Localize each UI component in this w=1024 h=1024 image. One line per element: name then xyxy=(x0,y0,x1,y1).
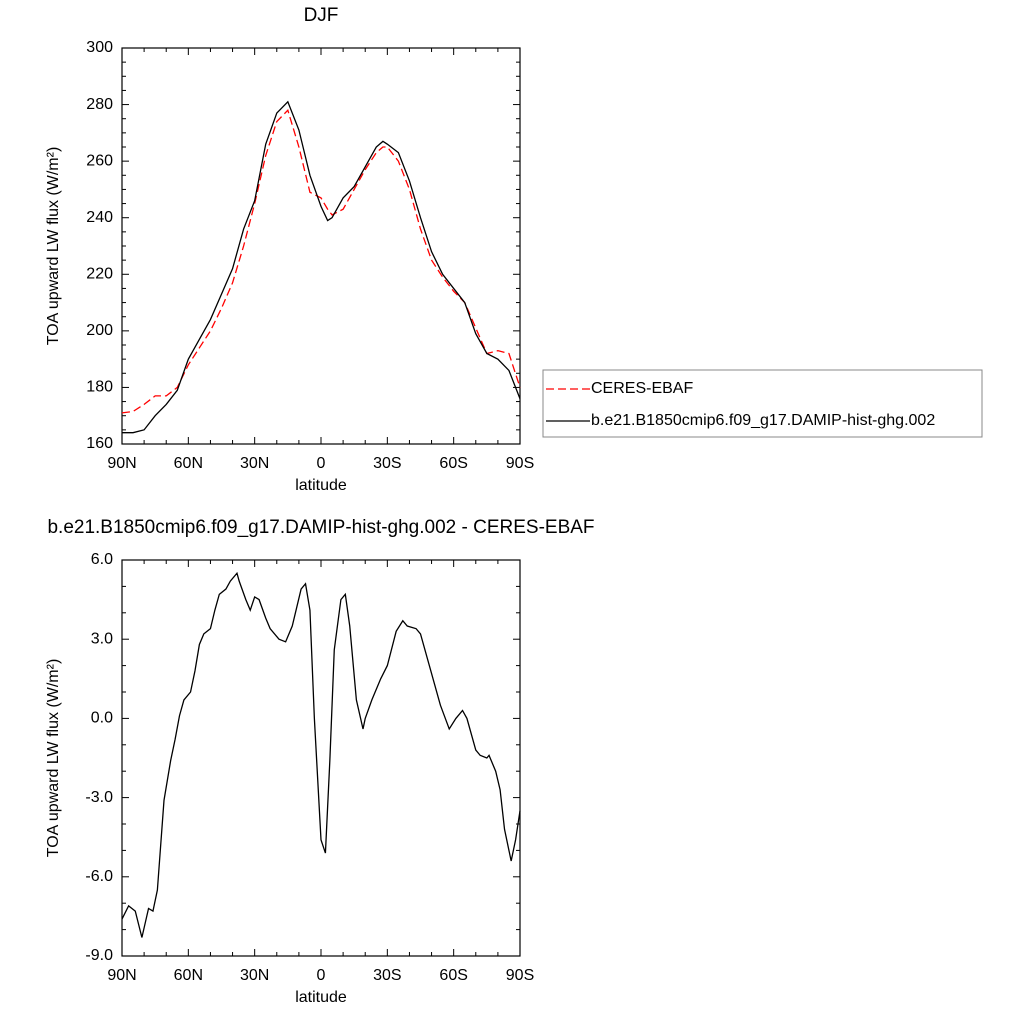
y-tick-label: 160 xyxy=(86,435,113,452)
x-tick-label: 90S xyxy=(506,455,534,472)
x-tick-label: 0 xyxy=(317,967,326,984)
x-tick-label: 30S xyxy=(373,455,401,472)
x-tick-label: 60S xyxy=(439,455,467,472)
y-tick-label: 300 xyxy=(86,39,113,56)
y-axis-title: TOA upward LW flux (W/m²) xyxy=(45,659,62,858)
x-axis-title: latitude xyxy=(295,477,347,494)
x-tick-label: 90N xyxy=(107,455,136,472)
x-tick-label: 30N xyxy=(240,967,269,984)
x-tick-label: 30S xyxy=(373,967,401,984)
data-line xyxy=(121,108,521,414)
x-tick-label: 90N xyxy=(107,967,136,984)
x-tick-label: 0 xyxy=(317,455,326,472)
legend-label: CERES-EBAF xyxy=(591,380,693,397)
y-tick-label: 200 xyxy=(86,322,113,339)
y-tick-label: 260 xyxy=(86,152,113,169)
data-line xyxy=(122,100,521,434)
legend-box xyxy=(542,369,983,438)
chart-title: b.e21.B1850cmip6.f09_g17.DAMIP-hist-ghg.… xyxy=(47,517,594,538)
chart-title: DJF xyxy=(304,5,339,26)
legend-label: b.e21.B1850cmip6.f09_g17.DAMIP-hist-ghg.… xyxy=(591,412,935,429)
y-tick-label: -3.0 xyxy=(85,789,113,806)
legend: CERES-EBAF b.e21.B1850cmip6.f09_g17.DAMIP… xyxy=(542,369,983,438)
y-tick-label: 280 xyxy=(86,96,113,113)
y-tick-label: 0.0 xyxy=(91,710,113,727)
x-tick-label: 30N xyxy=(240,455,269,472)
y-tick-label: 220 xyxy=(86,266,113,283)
data-line xyxy=(121,571,521,938)
plot-frame xyxy=(121,559,521,957)
plot-frame xyxy=(121,47,521,445)
x-tick-label: 60N xyxy=(174,967,203,984)
y-tick-label: 240 xyxy=(86,209,113,226)
y-tick-label: 180 xyxy=(86,379,113,396)
x-tick-label: 60N xyxy=(174,455,203,472)
x-tick-label: 90S xyxy=(506,967,534,984)
y-axis-title: TOA upward LW flux (W/m²) xyxy=(45,147,62,346)
y-tick-label: -9.0 xyxy=(85,947,113,964)
y-tick-label: 3.0 xyxy=(91,630,113,647)
y-tick-label: -6.0 xyxy=(85,868,113,885)
x-tick-label: 60S xyxy=(439,967,467,984)
y-tick-label: 6.0 xyxy=(91,551,113,568)
x-axis-title: latitude xyxy=(295,989,347,1006)
